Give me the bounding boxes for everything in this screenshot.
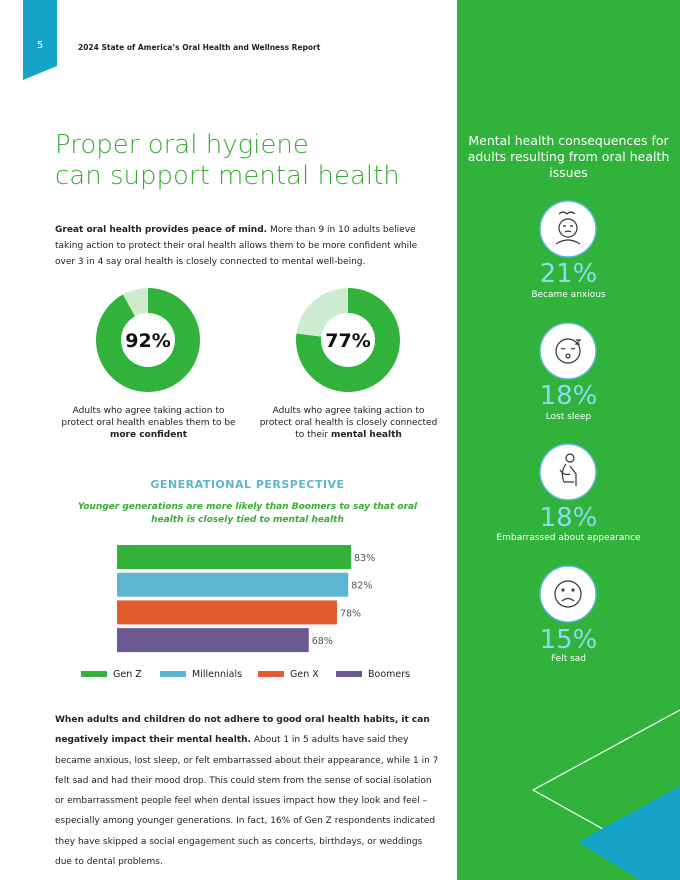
headline-line: can support mental health xyxy=(55,161,400,191)
bar-value-label: 82% xyxy=(351,581,372,592)
decor-triangle xyxy=(578,786,680,880)
legend-label: Millennials xyxy=(192,669,242,680)
icon-circles xyxy=(539,200,597,623)
caption-text: Adults who agree taking action to protec… xyxy=(259,406,438,440)
chart-subtitle: Younger generations are more likely than… xyxy=(77,502,418,525)
bar-value-label: 68% xyxy=(312,636,333,647)
icons xyxy=(554,211,582,608)
stat-value: 15% xyxy=(539,625,598,655)
stat-label: Became anxious xyxy=(531,290,606,300)
stat-value: 18% xyxy=(539,503,598,533)
intro-text: More than 9 in 10 adults believe taking … xyxy=(55,225,418,267)
donut-segment xyxy=(96,288,201,393)
body-bold: When adults and children do not adhere t… xyxy=(55,715,430,746)
donut-label: 77% xyxy=(325,330,370,352)
caption-text: Adults who agree taking action to protec… xyxy=(61,406,236,428)
donut-label: 92% xyxy=(125,330,170,352)
stat-label: Felt sad xyxy=(550,654,587,664)
bar xyxy=(117,545,352,569)
donut-caption: Adults who agree taking action to protec… xyxy=(256,405,441,441)
page-number: 5 xyxy=(36,40,44,51)
legend-label: Gen X xyxy=(290,669,319,680)
legend-label: Gen Z xyxy=(113,669,142,680)
body-text: About 1 in 5 adults have said they becam… xyxy=(55,735,439,868)
bar-value-label: 78% xyxy=(340,608,361,619)
caption-bold: more confident xyxy=(109,430,188,440)
legend-swatch xyxy=(336,671,362,677)
bar xyxy=(117,572,349,597)
sidebar-bg xyxy=(457,0,680,880)
report-title: 2024 State of America’s Oral Health and … xyxy=(78,43,321,52)
body: When adults and children do not adhere t… xyxy=(55,710,440,872)
donut-segment xyxy=(296,288,348,337)
legend-label: Boomers xyxy=(368,669,410,680)
stat-value: 21% xyxy=(539,259,598,289)
legend-swatch xyxy=(258,671,284,677)
bar xyxy=(117,600,337,625)
intro: Great oral health provides peace of mind… xyxy=(55,222,430,270)
legend-swatch xyxy=(81,671,107,677)
page-tab xyxy=(23,0,57,80)
stat-label: Lost sleep xyxy=(545,412,592,422)
headline: Proper oral hygiene can support mental h… xyxy=(55,130,400,192)
legend-swatch xyxy=(160,671,186,677)
bar xyxy=(117,628,309,653)
donut-segment xyxy=(122,288,148,317)
sidebar-title: Mental health consequences for adults re… xyxy=(467,133,670,180)
stat-value: 18% xyxy=(539,381,598,411)
stat-label: Embarrassed about appearance xyxy=(496,533,641,543)
intro-bold: Great oral health provides peace of mind… xyxy=(55,225,268,235)
donut-segment xyxy=(296,288,400,392)
donut-caption: Adults who agree taking action to protec… xyxy=(56,405,241,441)
chart-title: GENERATIONAL PERSPECTIVE xyxy=(150,478,345,491)
bar-value-label: 83% xyxy=(354,553,375,564)
headline-line: Proper oral hygiene xyxy=(55,130,309,160)
caption-bold: mental health xyxy=(330,430,402,440)
